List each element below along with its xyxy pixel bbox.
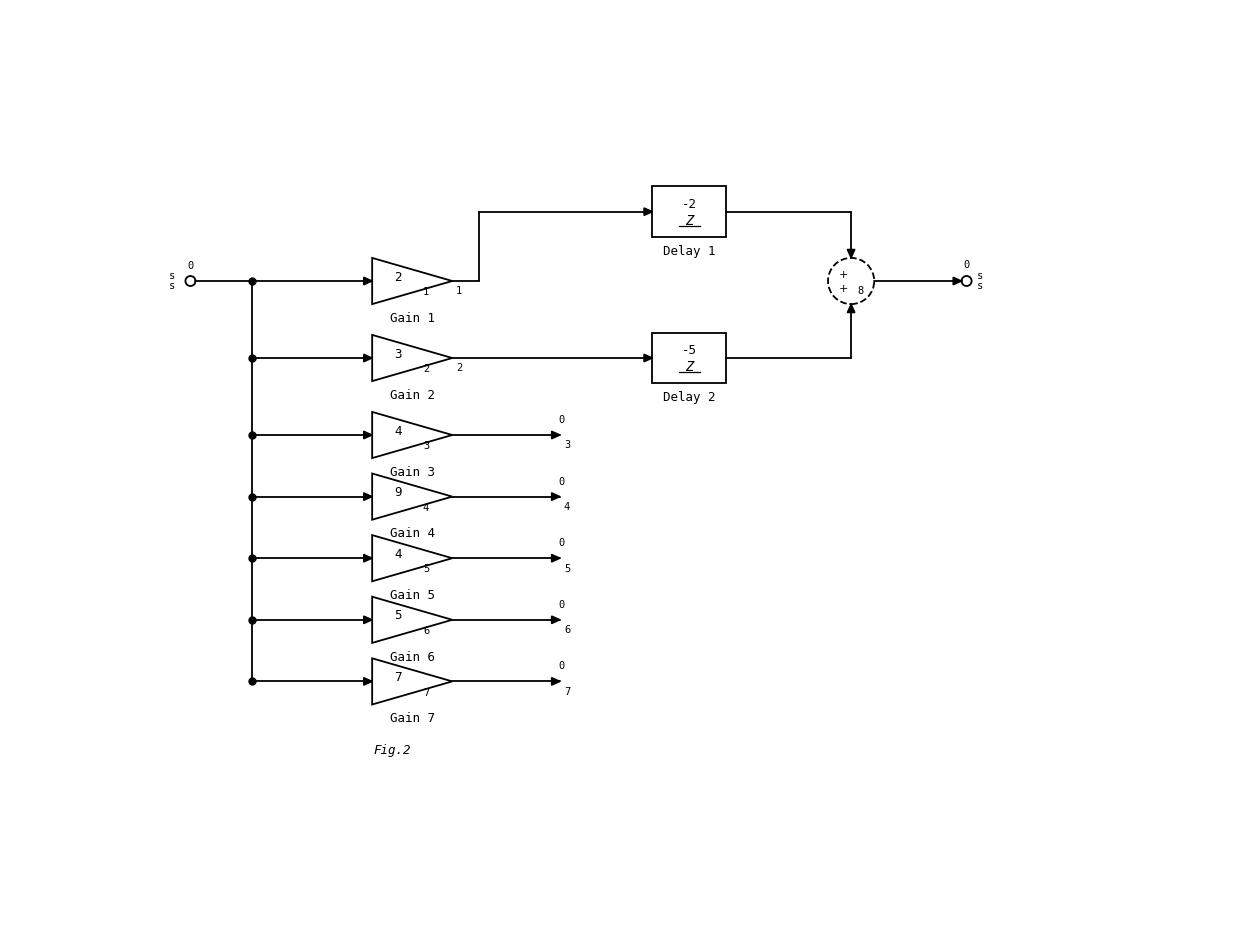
Text: 8: 8 (857, 286, 863, 297)
Text: 9: 9 (394, 486, 402, 499)
Polygon shape (552, 432, 560, 439)
Text: 0: 0 (558, 600, 564, 610)
Text: 2: 2 (456, 364, 463, 373)
Polygon shape (552, 493, 560, 500)
Text: Gain 1: Gain 1 (389, 312, 435, 325)
Text: 2: 2 (423, 365, 429, 374)
Text: 3: 3 (423, 441, 429, 451)
Text: s: s (169, 271, 175, 281)
Polygon shape (954, 277, 961, 285)
Text: 6: 6 (564, 625, 570, 635)
Text: 1: 1 (456, 286, 463, 297)
Text: 4: 4 (394, 425, 402, 438)
Bar (652, 186, 727, 237)
Text: Gain 7: Gain 7 (389, 712, 435, 725)
Text: 5: 5 (394, 609, 402, 622)
Text: +: + (838, 270, 848, 280)
Polygon shape (552, 678, 560, 685)
Text: -2: -2 (682, 197, 697, 210)
Text: -5: -5 (682, 344, 697, 357)
Text: Z: Z (686, 214, 693, 228)
Text: 0: 0 (558, 661, 564, 671)
Text: Gain 2: Gain 2 (389, 389, 435, 402)
Bar (652, 333, 727, 383)
Text: 7: 7 (394, 671, 402, 684)
Text: 5: 5 (423, 565, 429, 575)
Text: s: s (977, 282, 983, 291)
Text: 4: 4 (423, 503, 429, 512)
Polygon shape (363, 678, 372, 685)
Text: +: + (838, 284, 848, 294)
Polygon shape (363, 554, 372, 562)
Text: 5: 5 (564, 564, 570, 574)
Polygon shape (644, 208, 652, 216)
Text: 3: 3 (394, 348, 402, 361)
Text: 4: 4 (394, 548, 402, 561)
Text: Gain 6: Gain 6 (389, 651, 435, 664)
Polygon shape (552, 616, 560, 624)
Text: 0: 0 (187, 261, 193, 271)
Text: 6: 6 (423, 626, 429, 636)
Text: 4: 4 (564, 502, 570, 512)
Text: Z: Z (686, 360, 693, 374)
Text: s: s (977, 271, 983, 281)
Text: 0: 0 (558, 415, 564, 425)
Text: s: s (169, 282, 175, 291)
Text: 3: 3 (564, 441, 570, 450)
Polygon shape (363, 354, 372, 362)
Text: Fig.2: Fig.2 (373, 744, 412, 757)
Text: 0: 0 (963, 260, 970, 271)
Text: Gain 4: Gain 4 (389, 527, 435, 540)
Text: Delay 1: Delay 1 (663, 245, 715, 258)
Polygon shape (363, 493, 372, 500)
Text: 7: 7 (423, 687, 429, 698)
Polygon shape (644, 354, 652, 362)
Text: Gain 5: Gain 5 (389, 589, 435, 602)
Text: 2: 2 (394, 271, 402, 284)
Text: Delay 2: Delay 2 (663, 392, 715, 405)
Polygon shape (847, 304, 854, 312)
Text: 0: 0 (558, 476, 564, 486)
Polygon shape (363, 616, 372, 624)
Text: Gain 3: Gain 3 (389, 466, 435, 479)
Polygon shape (363, 277, 372, 285)
Polygon shape (847, 249, 854, 258)
Polygon shape (552, 554, 560, 562)
Polygon shape (363, 432, 372, 439)
Text: 7: 7 (564, 686, 570, 697)
Text: 1: 1 (423, 287, 429, 298)
Text: 0: 0 (558, 538, 564, 548)
